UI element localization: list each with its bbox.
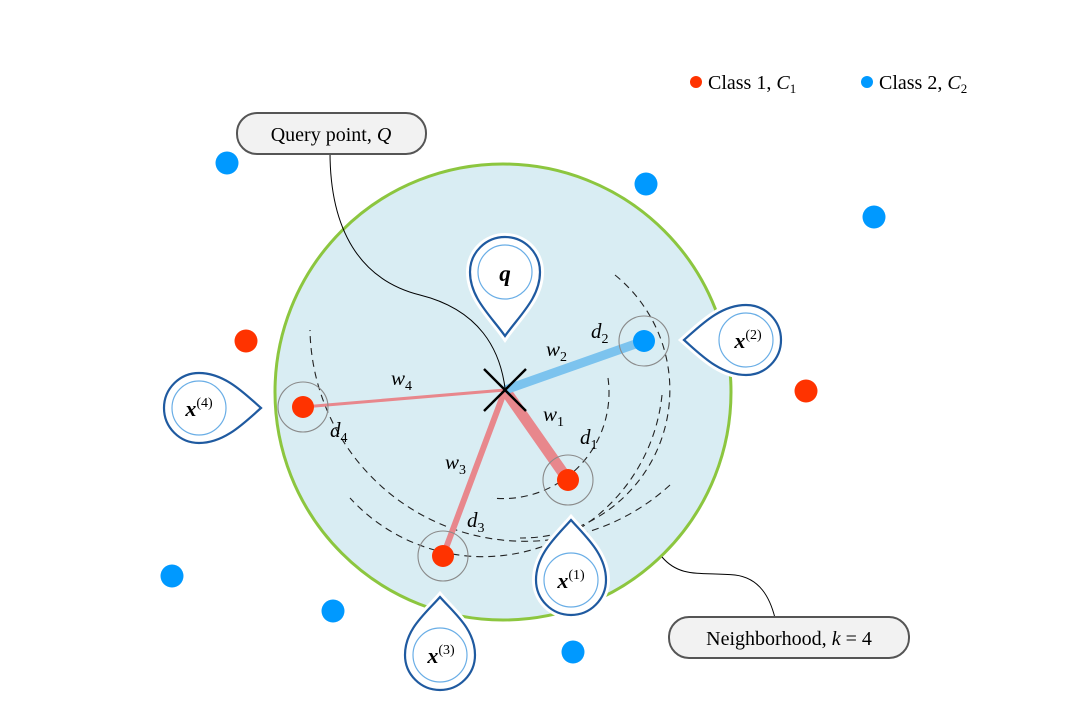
class1-points <box>234 329 818 567</box>
neighborhood-callout: Neighborhood, k = 4 <box>668 616 910 659</box>
ring-x4 <box>277 381 329 433</box>
label-d1: d1 <box>580 425 598 453</box>
label-w3: w3 <box>445 450 466 478</box>
legend-class1-marker <box>690 76 702 88</box>
arc-d1 <box>491 377 610 500</box>
pin-label-x2: x(2) <box>733 328 762 353</box>
label-w4: w4 <box>391 366 412 394</box>
arc-d4 <box>309 329 671 542</box>
query-leader-line <box>329 151 506 389</box>
svg-text:Neighborhood, k = 4: Neighborhood, k = 4 <box>706 628 872 650</box>
pin-label-x4: x(4) <box>184 396 213 421</box>
neighbor-rings <box>277 315 670 582</box>
point-blue <box>215 151 239 175</box>
pin-q <box>465 233 545 343</box>
ring-x1 <box>542 454 594 506</box>
point-blue <box>634 172 658 196</box>
class2-points <box>160 151 886 664</box>
line-w3 <box>440 388 508 558</box>
point-x3 <box>432 545 454 567</box>
point-x4 <box>292 396 314 418</box>
query-callout: Query point, Q <box>236 112 427 155</box>
label-d4: d4 <box>330 418 348 446</box>
point-blue <box>321 599 345 623</box>
svg-text:Query point, Q: Query point, Q <box>271 124 392 146</box>
neighborhood-leader-line <box>661 556 776 619</box>
label-d2: d2 <box>591 319 609 347</box>
pin-x1 <box>531 513 611 619</box>
arc-d3 <box>349 394 663 558</box>
point-blue <box>862 205 886 229</box>
legend: Class 1, C1 Class 2, C2 <box>690 72 967 96</box>
pin-label-x1: x(1) <box>556 568 585 593</box>
line-w4 <box>302 388 506 409</box>
point-x1 <box>557 469 579 491</box>
pin-x3 <box>400 590 480 694</box>
legend-class2-label: Class 2, C2 <box>879 72 967 96</box>
neighborhood-callout-text: Neighborhood, <box>706 628 832 650</box>
point-x2 <box>633 330 655 352</box>
pin-label-x3: x(3) <box>426 643 455 668</box>
legend-class2-marker <box>861 76 873 88</box>
line-w1 <box>500 386 573 484</box>
query-point-marker <box>483 368 527 412</box>
point-blue <box>561 640 585 664</box>
point-red <box>234 329 258 353</box>
pin-x4 <box>160 368 268 448</box>
pin-label-q: q <box>499 261 511 286</box>
label-w1: w1 <box>543 402 564 430</box>
ring-x3 <box>417 530 469 582</box>
ring-x2 <box>618 315 670 367</box>
point-blue <box>160 564 184 588</box>
pin-x2 <box>677 300 785 380</box>
label-d3: d3 <box>467 508 485 536</box>
label-w2: w2 <box>546 337 567 365</box>
point-red <box>794 379 818 403</box>
legend-class1-label: Class 1, C1 <box>708 72 796 96</box>
query-callout-text: Query point, <box>271 124 377 146</box>
